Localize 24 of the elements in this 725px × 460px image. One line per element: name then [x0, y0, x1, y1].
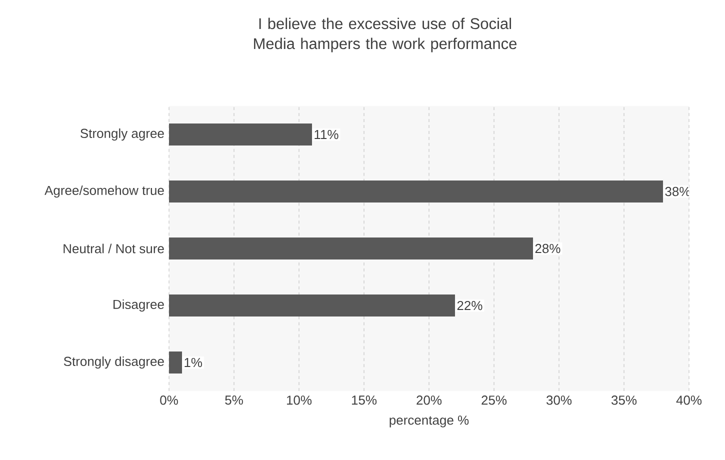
- x-axis-title: percentage %: [390, 416, 469, 428]
- x-tick-label: 5%: [225, 396, 243, 405]
- x-tick-label: 40%: [676, 396, 702, 405]
- x-tick-label: 0%: [160, 396, 178, 405]
- data-label: 22%: [457, 300, 482, 310]
- chart-title: I believe the excessive use of Social Media hampers the work performance: [254, 18, 517, 52]
- y-tick-label: Strongly disagree: [64, 356, 164, 369]
- y-tick-label: Disagree: [114, 299, 164, 312]
- x-tick-label: 10%: [286, 396, 312, 405]
- y-tick-label: Neutral / Not sure: [64, 244, 164, 254]
- bar: [169, 180, 664, 203]
- data-label: 1%: [184, 358, 202, 368]
- bar: [169, 238, 534, 260]
- x-tick-label: 15%: [352, 396, 377, 405]
- x-tick-label: 30%: [546, 396, 572, 405]
- data-label: 11%: [314, 130, 338, 140]
- y-tick-label: Agree/somehow true: [44, 185, 164, 198]
- bar: [169, 294, 456, 317]
- data-label: 28%: [535, 244, 560, 254]
- bar: [169, 124, 312, 146]
- x-tick-label: 35%: [611, 396, 637, 405]
- y-tick-label: Strongly agree: [80, 128, 164, 141]
- x-tick-label: 20%: [416, 396, 442, 405]
- x-tick-label: 25%: [482, 396, 507, 405]
